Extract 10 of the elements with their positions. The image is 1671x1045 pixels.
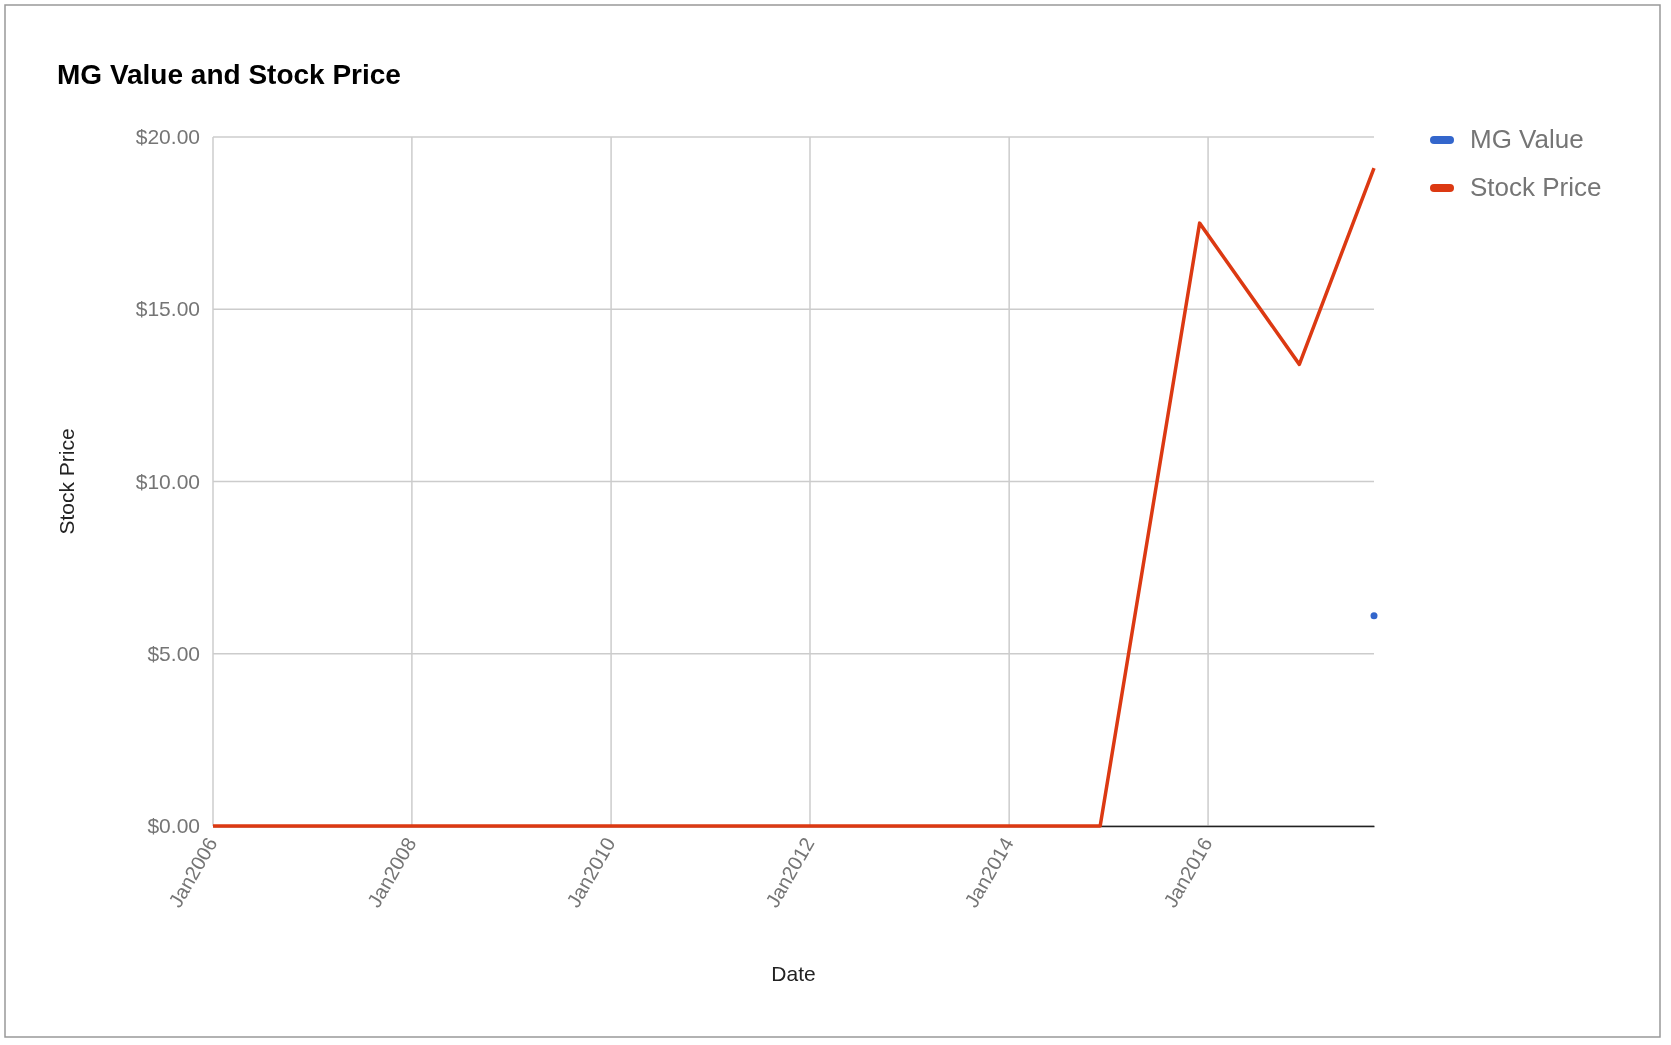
y-tick-label: $15.00 <box>135 297 200 321</box>
y-tick-label: $0.00 <box>147 814 200 838</box>
x-axis-title: Date <box>771 962 816 985</box>
legend-label: Stock Price <box>1470 172 1602 202</box>
y-tick-label: $10.00 <box>135 469 200 493</box>
y-axis-title: Stock Price <box>55 428 78 535</box>
y-tick-label: $20.00 <box>135 125 200 149</box>
y-tick-label: $5.00 <box>147 641 200 665</box>
legend-label: MG Value <box>1470 124 1584 154</box>
chart-title: MG Value and Stock Price <box>57 59 401 90</box>
